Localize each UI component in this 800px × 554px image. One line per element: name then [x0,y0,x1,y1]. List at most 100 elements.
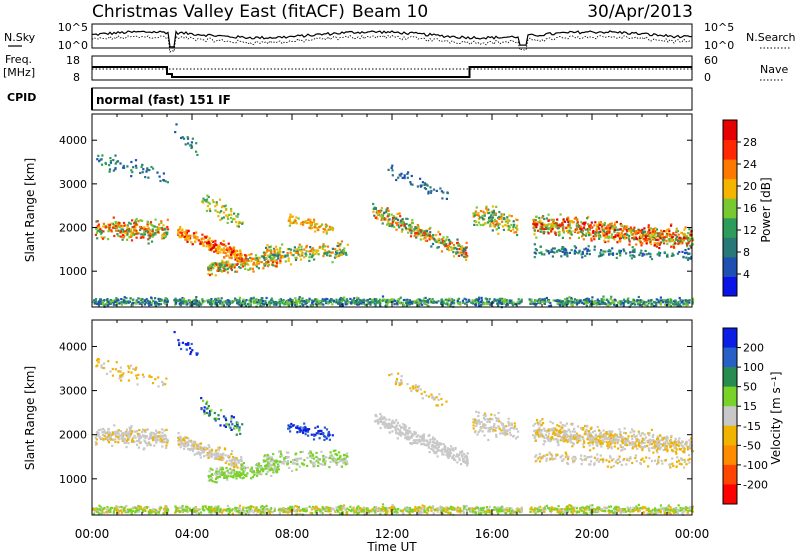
scatter-cell [375,301,378,304]
scatter-cell [108,168,112,171]
scatter-cell [609,223,612,226]
scatter-cell [481,216,484,219]
scatter-cell [121,437,125,440]
scatter-cell [517,298,520,301]
scatter-cell [424,230,427,233]
scatter-cell [328,466,331,469]
scatter-cell [262,300,265,303]
scatter-cell [338,457,341,460]
scatter-cell [402,299,405,302]
scatter-cell [216,247,219,250]
scatter-cell [275,265,278,268]
scatter-cell [456,453,459,456]
scatter-cell [385,418,388,421]
scatter-cell [553,251,556,254]
scatter-cell [305,428,308,431]
noise-search-trace [91,34,693,53]
scatter-cell [635,231,638,234]
scatter-cell [274,264,277,267]
scatter-cell [508,219,511,222]
scatter-cell [381,298,384,301]
scatter-cell [165,446,168,449]
scatter-cell [635,230,638,233]
scatter-cell [212,267,215,270]
scatter-cell [180,136,183,140]
scatter-cell [691,297,694,300]
scatter-cell [610,234,613,237]
scatter-cell [142,236,145,239]
scatter-cell [431,298,434,301]
scatter-cell [471,301,474,304]
scatter-cell [107,428,110,431]
scatter-cell [432,188,436,191]
scatter-cell [613,228,616,231]
scatter-cell [405,222,408,226]
scatter-cell [95,438,98,441]
scatter-cell [255,265,258,268]
scatter-cell [413,301,416,304]
scatter-cell [240,465,243,468]
scatter-cell [322,432,325,435]
scatter-cell [117,299,120,302]
scatter-cell [230,257,233,260]
scatter-cell [562,228,565,231]
scatter-cell [179,298,182,301]
scatter-cell [537,229,540,232]
scatter-cell [323,426,326,429]
scatter-cell [162,178,165,182]
scatter-cell [266,453,269,457]
scatter-cell [265,464,269,467]
scatter-cell [607,223,610,226]
scatter-cell [139,302,142,305]
scatter-cell [160,221,163,224]
scatter-cell [120,301,123,304]
scatter-cell [538,298,541,301]
scatter-cell [495,220,498,223]
scatter-cell [188,301,191,304]
scatter-cell [154,438,157,441]
scatter-cell [279,452,283,455]
scatter-cell [187,448,190,451]
scatter-cell [130,431,133,434]
scatter-cell [257,267,260,270]
scatter-cell [601,302,604,305]
scatter-cell [115,299,118,302]
scatter-cell [157,435,160,438]
scatter-cell [672,243,675,246]
scatter-cell [580,253,583,256]
scatter-cell [205,200,208,203]
scatter-cell [200,240,203,243]
scatter-cell [242,476,245,479]
scatter-cell [184,235,187,238]
scatter-cell [338,298,341,302]
scatter-cell [113,299,116,302]
scatter-cell [181,228,184,231]
scatter-cell [287,299,290,302]
scatter-cell [220,456,223,459]
scatter-cell [228,263,231,266]
scatter-cell [339,302,342,305]
scatter-cell [256,471,259,474]
scatter-cell [321,246,324,249]
scatter-cell [410,301,414,304]
scatter-cell [541,225,544,228]
scatter-cell [298,243,301,246]
scatter-cell [309,460,312,463]
scatter-cell [221,473,224,476]
scatter-cell [222,266,225,269]
scatter-cell [428,443,431,446]
scatter-cell [388,218,391,221]
scatter-cell [339,243,342,246]
scatter-cell [385,208,388,211]
scatter-cell [475,300,478,303]
scatter-cell [317,249,320,252]
scatter-cell [645,232,648,236]
scatter-cell [295,457,298,460]
scatter-cell [146,225,149,228]
scatter-cell [660,237,663,240]
scatter-cell [439,187,442,190]
scatter-cell [208,202,211,205]
scatter-cell [215,449,218,452]
scatter-cell [135,236,138,239]
scatter-cell [152,167,155,170]
